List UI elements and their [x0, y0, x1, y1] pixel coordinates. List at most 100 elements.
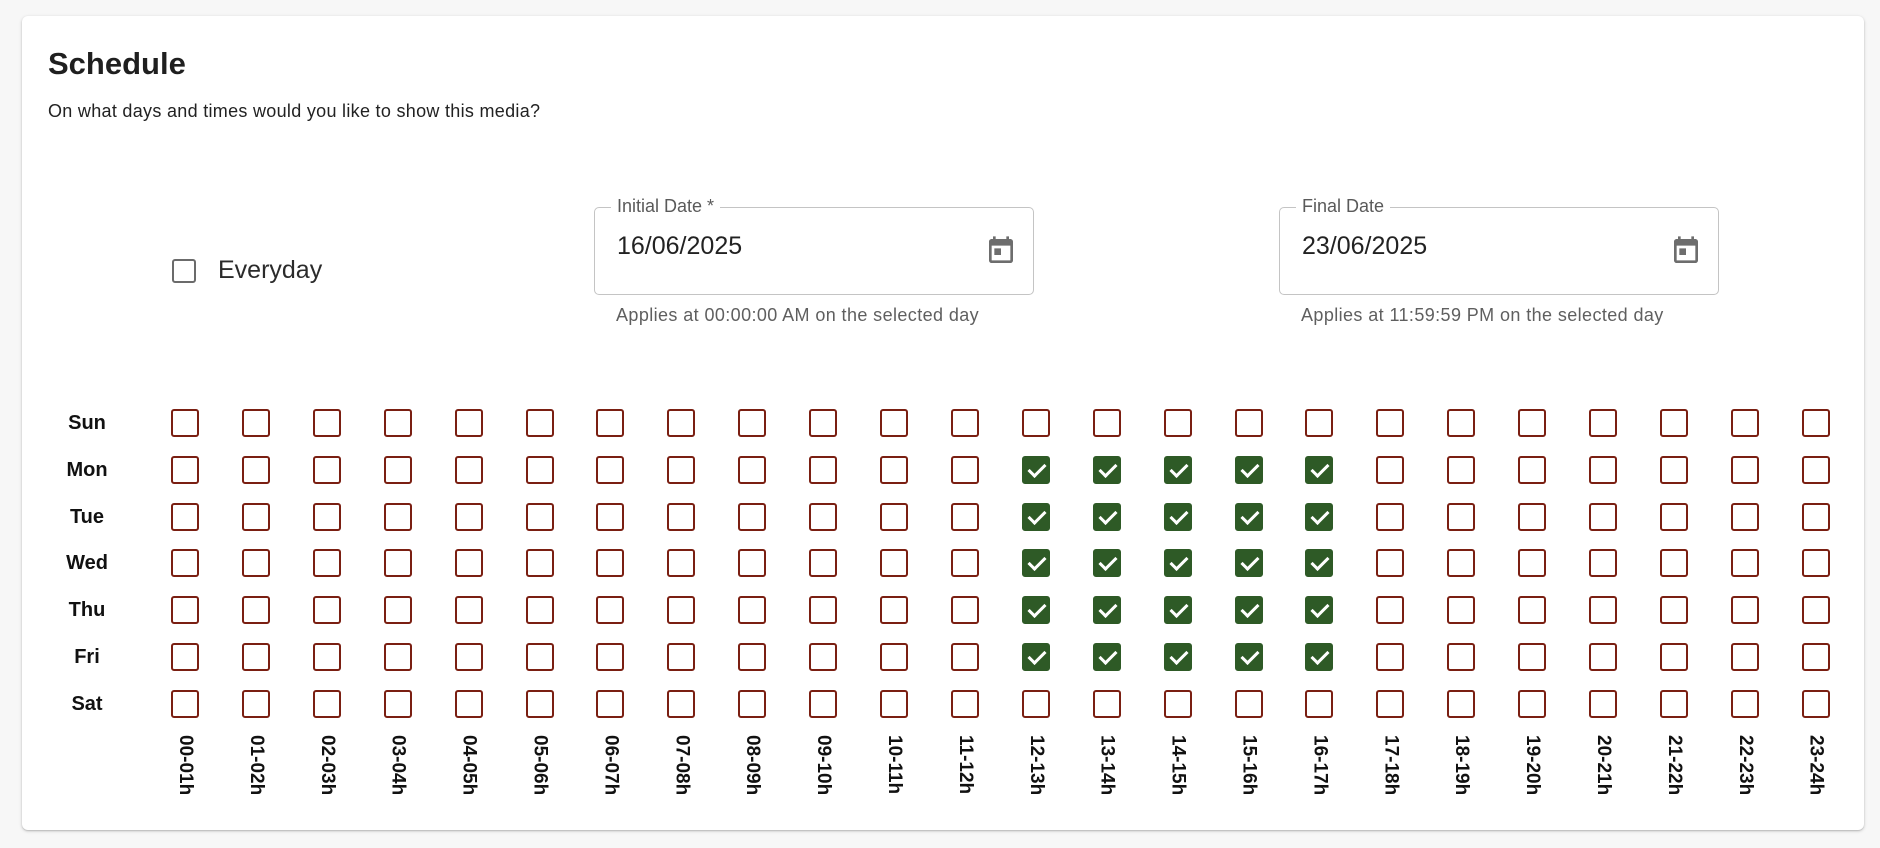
slot-sun-18-19h[interactable]: [1447, 409, 1476, 437]
slot-thu-17-18h[interactable]: [1376, 596, 1405, 625]
slot-mon-03-04h[interactable]: [383, 455, 412, 484]
slot-mon-07-08h[interactable]: [667, 455, 696, 484]
slot-mon-21-22h[interactable]: [1659, 455, 1688, 484]
slot-sun-07-08h[interactable]: [667, 409, 696, 437]
slot-thu-12-13h[interactable]: [1021, 596, 1050, 625]
slot-thu-22-23h[interactable]: [1730, 596, 1759, 625]
slot-sun-08-09h[interactable]: [738, 409, 767, 437]
slot-thu-19-20h[interactable]: [1518, 596, 1547, 625]
slot-sat-04-05h[interactable]: [454, 689, 483, 718]
slot-mon-09-10h[interactable]: [809, 455, 838, 484]
slot-sun-23-24h[interactable]: [1801, 409, 1830, 437]
slot-fri-01-02h[interactable]: [241, 643, 270, 671]
slot-wed-04-05h[interactable]: [454, 549, 483, 578]
slot-sun-14-15h[interactable]: [1163, 409, 1192, 437]
slot-fri-08-09h[interactable]: [738, 643, 767, 671]
slot-sat-05-06h[interactable]: [525, 689, 554, 718]
slot-thu-08-09h[interactable]: [738, 596, 767, 625]
slot-tue-11-12h[interactable]: [950, 502, 979, 531]
everyday-checkbox[interactable]: Everyday: [172, 256, 322, 285]
slot-wed-17-18h[interactable]: [1376, 549, 1405, 578]
slot-sun-09-10h[interactable]: [809, 409, 838, 437]
slot-tue-13-14h[interactable]: [1092, 502, 1121, 531]
slot-sun-15-16h[interactable]: [1234, 409, 1263, 437]
slot-sun-04-05h[interactable]: [454, 409, 483, 437]
slot-tue-21-22h[interactable]: [1659, 502, 1688, 531]
slot-mon-15-16h[interactable]: [1234, 455, 1263, 484]
slot-wed-09-10h[interactable]: [809, 549, 838, 578]
slot-fri-17-18h[interactable]: [1376, 643, 1405, 671]
slot-fri-14-15h[interactable]: [1163, 643, 1192, 671]
slot-fri-13-14h[interactable]: [1092, 643, 1121, 671]
slot-mon-04-05h[interactable]: [454, 455, 483, 484]
slot-tue-06-07h[interactable]: [596, 502, 625, 531]
slot-fri-16-17h[interactable]: [1305, 643, 1334, 671]
slot-wed-10-11h[interactable]: [880, 549, 908, 578]
slot-sat-15-16h[interactable]: [1234, 689, 1263, 718]
slot-wed-07-08h[interactable]: [667, 549, 696, 578]
slot-sun-13-14h[interactable]: [1092, 409, 1121, 437]
slot-mon-06-07h[interactable]: [596, 455, 625, 484]
slot-mon-19-20h[interactable]: [1518, 455, 1547, 484]
slot-tue-17-18h[interactable]: [1376, 502, 1405, 531]
slot-mon-13-14h[interactable]: [1092, 455, 1121, 484]
slot-sun-06-07h[interactable]: [596, 409, 625, 437]
slot-thu-13-14h[interactable]: [1092, 596, 1121, 625]
slot-thu-18-19h[interactable]: [1447, 596, 1476, 625]
slot-wed-03-04h[interactable]: [383, 549, 412, 578]
slot-tue-12-13h[interactable]: [1021, 502, 1050, 531]
slot-tue-04-05h[interactable]: [454, 502, 483, 531]
slot-fri-03-04h[interactable]: [383, 643, 412, 671]
slot-mon-00-01h[interactable]: [171, 455, 199, 484]
slot-mon-08-09h[interactable]: [738, 455, 767, 484]
slot-wed-05-06h[interactable]: [525, 549, 554, 578]
slot-fri-12-13h[interactable]: [1021, 643, 1050, 671]
slot-mon-01-02h[interactable]: [241, 455, 270, 484]
slot-sat-06-07h[interactable]: [596, 689, 625, 718]
slot-sat-07-08h[interactable]: [667, 689, 696, 718]
slot-sun-00-01h[interactable]: [171, 409, 199, 437]
slot-wed-06-07h[interactable]: [596, 549, 625, 578]
slot-mon-12-13h[interactable]: [1021, 455, 1050, 484]
slot-tue-16-17h[interactable]: [1305, 502, 1334, 531]
slot-wed-12-13h[interactable]: [1021, 549, 1050, 578]
slot-thu-20-21h[interactable]: [1589, 596, 1617, 625]
slot-thu-21-22h[interactable]: [1659, 596, 1688, 625]
slot-wed-01-02h[interactable]: [241, 549, 270, 578]
slot-sun-03-04h[interactable]: [383, 409, 412, 437]
slot-tue-15-16h[interactable]: [1234, 502, 1263, 531]
slot-sun-21-22h[interactable]: [1659, 409, 1688, 437]
slot-thu-02-03h[interactable]: [312, 596, 341, 625]
slot-wed-15-16h[interactable]: [1234, 549, 1263, 578]
slot-wed-21-22h[interactable]: [1659, 549, 1688, 578]
slot-mon-18-19h[interactable]: [1447, 455, 1476, 484]
slot-sat-08-09h[interactable]: [738, 689, 767, 718]
slot-mon-11-12h[interactable]: [950, 455, 979, 484]
slot-sat-11-12h[interactable]: [950, 689, 979, 718]
slot-thu-16-17h[interactable]: [1305, 596, 1334, 625]
slot-thu-14-15h[interactable]: [1163, 596, 1192, 625]
slot-tue-09-10h[interactable]: [809, 502, 838, 531]
slot-mon-05-06h[interactable]: [525, 455, 554, 484]
slot-fri-04-05h[interactable]: [454, 643, 483, 671]
slot-sat-02-03h[interactable]: [312, 689, 341, 718]
slot-sat-13-14h[interactable]: [1092, 689, 1121, 718]
slot-thu-10-11h[interactable]: [880, 596, 908, 625]
slot-wed-02-03h[interactable]: [312, 549, 341, 578]
slot-mon-16-17h[interactable]: [1305, 455, 1334, 484]
slot-sat-12-13h[interactable]: [1021, 689, 1050, 718]
slot-sat-16-17h[interactable]: [1305, 689, 1334, 718]
slot-sat-10-11h[interactable]: [880, 689, 908, 718]
slot-fri-21-22h[interactable]: [1659, 643, 1688, 671]
initial-date-input[interactable]: [617, 232, 957, 261]
slot-mon-23-24h[interactable]: [1801, 455, 1830, 484]
slot-thu-11-12h[interactable]: [950, 596, 979, 625]
slot-thu-04-05h[interactable]: [454, 596, 483, 625]
slot-wed-00-01h[interactable]: [171, 549, 199, 578]
slot-wed-23-24h[interactable]: [1801, 549, 1830, 578]
slot-tue-03-04h[interactable]: [383, 502, 412, 531]
slot-mon-10-11h[interactable]: [880, 455, 908, 484]
slot-fri-09-10h[interactable]: [809, 643, 838, 671]
slot-wed-08-09h[interactable]: [738, 549, 767, 578]
slot-fri-19-20h[interactable]: [1518, 643, 1547, 671]
